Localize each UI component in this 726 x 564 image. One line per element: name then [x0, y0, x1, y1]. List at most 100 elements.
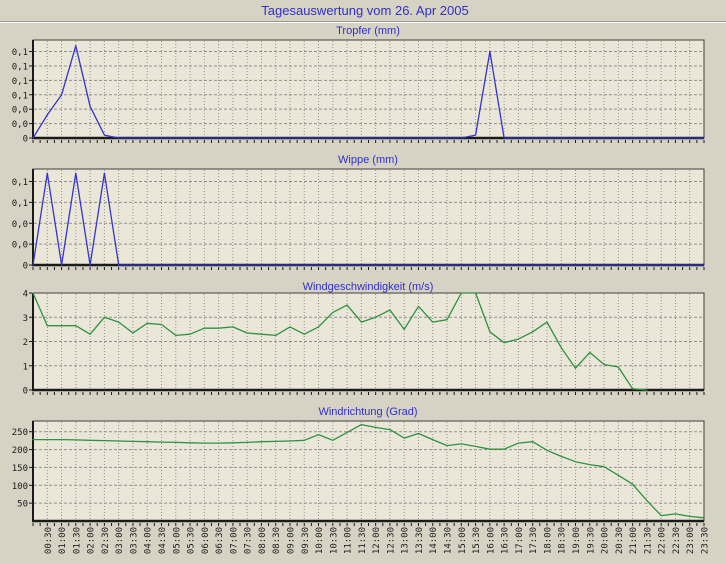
vertical-gridlines — [46, 422, 705, 520]
series-line — [32, 292, 648, 391]
x-axis-label: 14:00 — [429, 527, 439, 554]
x-axis-label: 01:30 — [72, 527, 82, 554]
x-axis-label: 04:00 — [144, 527, 154, 554]
y-axis-label: 0,0 — [12, 106, 28, 116]
plot-area — [33, 169, 704, 265]
x-axis-label: 16:30 — [501, 527, 511, 554]
chart-title-tropfer: Tropfer (mm) — [336, 25, 400, 37]
x-tick-marks — [32, 523, 705, 526]
windgeschwindigkeit-chart: 4 3 2 1 0 — [23, 290, 705, 397]
y-axis-label: 0,0 — [12, 120, 28, 130]
chart-title-windrichtung: Windrichtung (Grad) — [318, 406, 417, 418]
x-tick-marks — [32, 267, 705, 270]
x-axis-label: 19:30 — [586, 527, 596, 554]
x-axis-label: 18:00 — [543, 527, 553, 554]
x-tick-marks — [32, 140, 705, 143]
horizontal-gridlines — [34, 431, 703, 504]
x-axis-label: 07:00 — [229, 527, 239, 554]
windrichtung-chart: 250 200 150 100 50 — [12, 420, 705, 526]
series-line — [32, 423, 705, 519]
vertical-gridlines — [46, 41, 705, 137]
x-axis-label: 08:00 — [258, 527, 268, 554]
x-axis-label: 11:30 — [358, 527, 368, 554]
y-axis-label: 0 — [23, 262, 28, 272]
x-axis-label: 14:30 — [444, 527, 454, 554]
y-axis-label: 150 — [12, 464, 28, 474]
y-axis-label: 0,0 — [12, 220, 28, 230]
x-axis-label: 15:30 — [472, 527, 482, 554]
chart-title-wippe: Wippe (mm) — [338, 154, 398, 166]
x-axis-label: 17:30 — [529, 527, 539, 554]
x-axis-label: 09:00 — [286, 527, 296, 554]
plot-area — [33, 421, 704, 521]
x-axis-label: 06:30 — [215, 527, 225, 554]
x-axis-label: 08:30 — [272, 527, 282, 554]
x-axis-label: 13:30 — [415, 527, 425, 554]
y-axis-label: 50 — [17, 500, 28, 510]
y-axis-ticks: 250 200 150 100 50 — [12, 428, 32, 510]
x-axis-label: 06:00 — [201, 527, 211, 554]
y-axis-label: 0,1 — [12, 62, 28, 72]
y-axis-label: 0 — [23, 135, 28, 145]
x-axis-labels: 00:30 01:00 01:30 02:00 02:30 03:00 03:30 04:00… — [44, 527, 711, 554]
x-axis-label: 15:00 — [458, 527, 468, 554]
y-axis-ticks: 4 3 2 1 0 — [23, 290, 32, 397]
y-axis-label: 0,1 — [12, 77, 28, 87]
series-line — [32, 172, 705, 266]
y-axis-label: 1 — [23, 362, 28, 372]
horizontal-gridlines — [34, 51, 703, 125]
title-divider-highlight — [0, 22, 726, 23]
x-axis-label: 12:00 — [372, 527, 382, 554]
y-axis-label: 0,1 — [12, 178, 28, 188]
page-title: Tagesauswertung vom 26. Apr 2005 — [261, 3, 468, 18]
y-axis-ticks: 0,1 0,1 0,1 0,1 0,0 0,0 0 — [12, 48, 32, 145]
x-axis-label: 20:00 — [601, 527, 611, 554]
x-axis-label: 07:30 — [244, 527, 254, 554]
vertical-gridlines — [46, 294, 705, 389]
x-axis-label: 10:30 — [329, 527, 339, 554]
x-axis-label: 16:00 — [486, 527, 496, 554]
y-axis-label: 0,1 — [12, 199, 28, 209]
y-axis-label: 200 — [12, 446, 28, 456]
horizontal-gridlines — [34, 181, 703, 245]
y-axis-label: 250 — [12, 428, 28, 438]
x-axis-label: 22:00 — [658, 527, 668, 554]
chart-title-windgeschwindigkeit: Windgeschwindigkeit (m/s) — [303, 281, 434, 293]
x-axis-label: 23:00 — [686, 527, 696, 554]
y-axis-label: 2 — [23, 338, 28, 348]
x-axis-label: 01:00 — [58, 527, 68, 554]
wippe-chart: 0,1 0,1 0,0 0,0 0 — [12, 168, 705, 272]
x-axis-label: 19:00 — [572, 527, 582, 554]
y-axis-label: 4 — [23, 290, 28, 300]
y-axis-label: 100 — [12, 482, 28, 492]
x-axis-label: 18:30 — [558, 527, 568, 554]
y-axis-label: 0 — [23, 387, 28, 397]
x-axis-label: 05:30 — [187, 527, 197, 554]
x-axis-label: 02:30 — [101, 527, 111, 554]
x-axis-label: 03:30 — [129, 527, 139, 554]
x-axis-label: 20:30 — [615, 527, 625, 554]
title-divider — [0, 21, 726, 22]
x-tick-marks — [32, 392, 705, 395]
x-axis-label: 13:00 — [401, 527, 411, 554]
tropfer-chart: 0,1 0,1 0,1 0,1 0,0 0,0 0 — [12, 39, 705, 145]
x-axis-label: 23:30 — [701, 527, 711, 554]
x-axis-label: 02:00 — [87, 527, 97, 554]
y-axis-label: 0,0 — [12, 241, 28, 251]
x-axis-label: 11:00 — [344, 527, 354, 554]
y-axis-label: 0,1 — [12, 91, 28, 101]
y-axis-ticks: 0,1 0,1 0,0 0,0 0 — [12, 178, 32, 272]
x-axis-label: 22:30 — [672, 527, 682, 554]
x-axis-label: 17:00 — [515, 527, 525, 554]
series-line — [32, 45, 705, 139]
plot-area — [33, 40, 704, 138]
plot-area — [33, 293, 704, 390]
y-axis-label: 3 — [23, 314, 28, 324]
x-axis-label: 09:30 — [301, 527, 311, 554]
x-axis-label: 12:30 — [386, 527, 396, 554]
x-axis-label: 00:30 — [44, 527, 54, 554]
x-axis-label: 04:30 — [158, 527, 168, 554]
x-axis-label: 03:00 — [115, 527, 125, 554]
x-axis-label: 21:30 — [643, 527, 653, 554]
